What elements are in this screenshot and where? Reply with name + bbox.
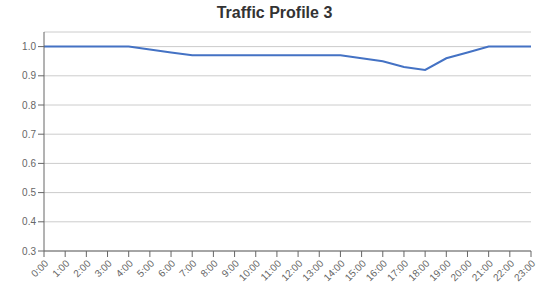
svg-text:5:00: 5:00: [135, 257, 157, 279]
svg-text:17:00: 17:00: [385, 257, 411, 283]
svg-text:0.4: 0.4: [22, 216, 36, 227]
svg-text:20:00: 20:00: [448, 257, 474, 283]
svg-text:23:00: 23:00: [512, 257, 538, 283]
svg-text:10:00: 10:00: [237, 257, 263, 283]
svg-text:0.5: 0.5: [22, 187, 36, 198]
svg-text:7:00: 7:00: [177, 257, 199, 279]
svg-text:8:00: 8:00: [198, 257, 220, 279]
html-text:Traffic Profile 3: Traffic Profile 3: [216, 4, 333, 21]
svg-text:15:00: 15:00: [343, 257, 369, 283]
svg-text:0.9: 0.9: [22, 70, 36, 81]
svg-text:13:00: 13:00: [300, 257, 326, 283]
svg-text:16:00: 16:00: [364, 257, 390, 283]
svg-text:0.3: 0.3: [22, 246, 36, 257]
svg-text:4:00: 4:00: [114, 257, 136, 279]
svg-text:22:00: 22:00: [491, 257, 517, 283]
svg-text:18:00: 18:00: [406, 257, 432, 283]
svg-text:14:00: 14:00: [321, 257, 347, 283]
svg-text:0:00: 0:00: [29, 257, 51, 279]
svg-text:9:00: 9:00: [219, 257, 241, 280]
svg-text:1:00: 1:00: [50, 257, 72, 279]
svg-text:3:00: 3:00: [92, 257, 114, 279]
svg-text:21:00: 21:00: [470, 257, 496, 283]
svg-text:6:00: 6:00: [156, 257, 178, 279]
svg-text:0.8: 0.8: [22, 100, 36, 111]
svg-text:0.7: 0.7: [22, 129, 36, 140]
svg-text:0.6: 0.6: [22, 158, 36, 169]
svg-text:2:00: 2:00: [71, 257, 93, 279]
svg-text:12:00: 12:00: [279, 257, 305, 283]
svg-text:11:00: 11:00: [258, 257, 283, 282]
svg-text:19:00: 19:00: [427, 257, 453, 283]
svg-text:1.0: 1.0: [22, 41, 36, 52]
